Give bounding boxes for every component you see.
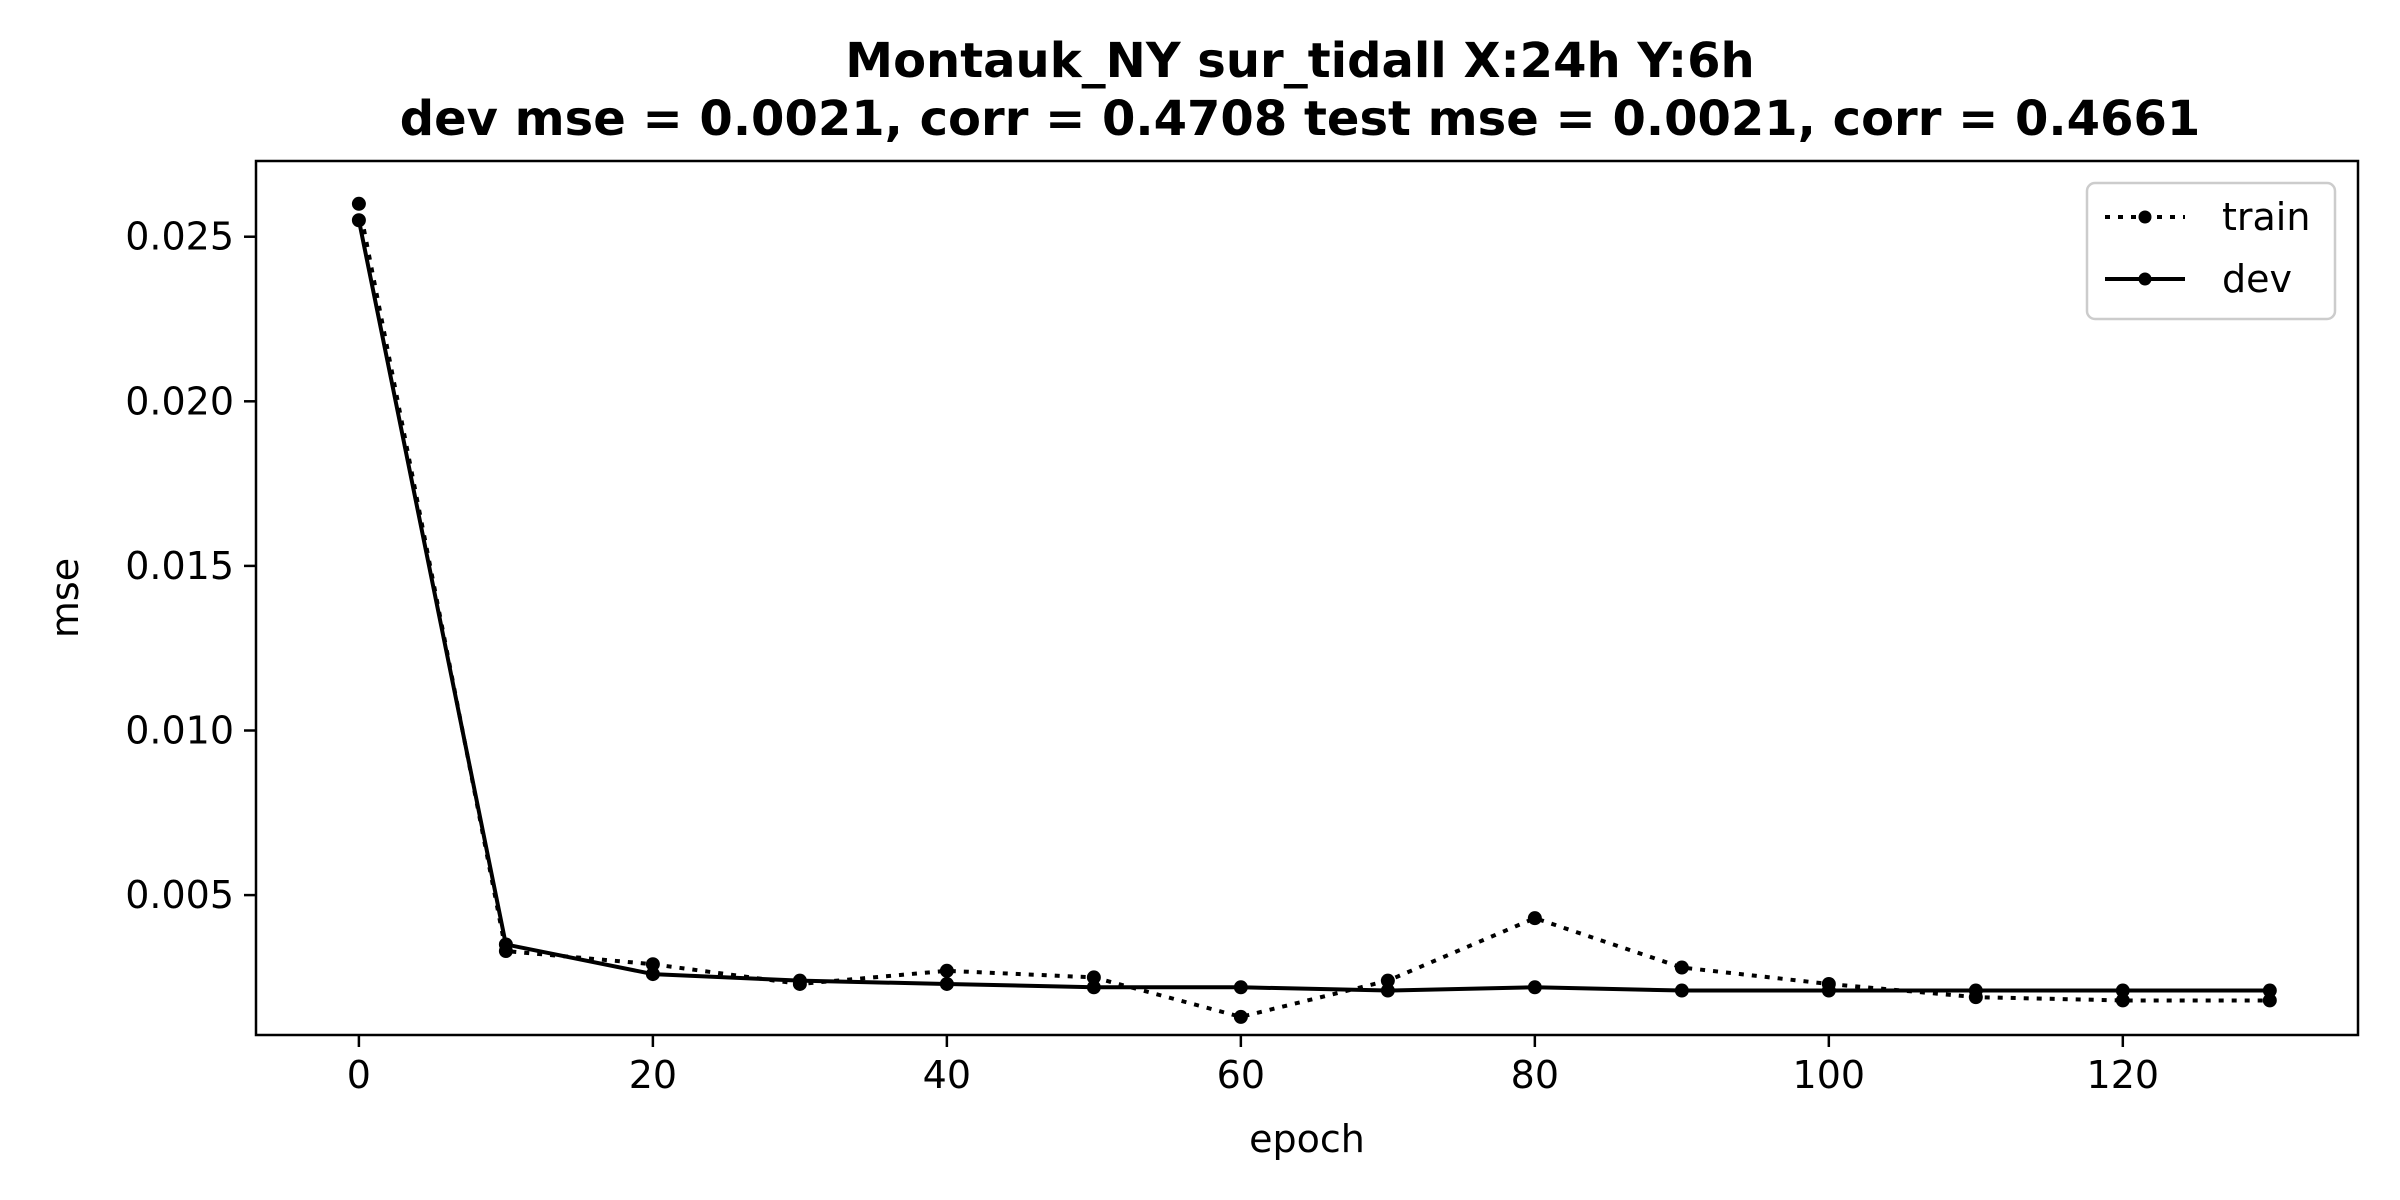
x-tick-label: 100 xyxy=(1793,1053,1866,1097)
y-axis: 0.005 0.010 0.015 0.020 0.025 xyxy=(125,215,256,917)
data-point-dev xyxy=(1233,980,1248,995)
data-point-train xyxy=(351,196,366,211)
data-point-dev xyxy=(2115,983,2130,998)
data-point-dev xyxy=(1527,980,1542,995)
data-point-dev xyxy=(939,976,954,991)
data-point-dev xyxy=(1821,983,1836,998)
x-tick-label: 60 xyxy=(1217,1053,1265,1097)
data-point-dev xyxy=(351,213,366,228)
data-point-dev xyxy=(498,937,513,952)
data-point-dev xyxy=(1086,980,1101,995)
data-point-train xyxy=(645,957,660,972)
series-line-train xyxy=(356,203,2270,1019)
chart-title: Montauk_NY sur_tidall X:24h Y:6h xyxy=(845,33,1754,89)
data-point-train xyxy=(1086,970,1101,985)
data-point-dev xyxy=(1968,983,1983,998)
y-tick-label: 0.015 xyxy=(125,544,234,588)
x-axis: 0 20 40 60 80 100 120 xyxy=(347,1035,2159,1097)
data-point-train xyxy=(1233,1009,1248,1024)
data-point-train xyxy=(1380,973,1395,988)
data-point-train xyxy=(939,963,954,978)
y-tick-label: 0.005 xyxy=(125,873,234,917)
legend-dev-marker xyxy=(2138,272,2152,286)
x-tick-label: 40 xyxy=(923,1053,971,1097)
legend-train-label: train xyxy=(2222,195,2310,239)
y-tick-label: 0.020 xyxy=(125,379,234,423)
x-tick-label: 120 xyxy=(2087,1053,2160,1097)
data-point-dev xyxy=(1674,983,1689,998)
data-point-train xyxy=(1674,960,1689,975)
data-point-train xyxy=(2115,993,2130,1008)
y-tick-label: 0.010 xyxy=(125,708,234,752)
x-axis-label: epoch xyxy=(1249,1117,1365,1161)
data-point-dev xyxy=(792,973,807,988)
legend-dev-label: dev xyxy=(2222,257,2292,301)
data-point-train xyxy=(2262,993,2277,1008)
legend: train dev xyxy=(2085,181,2337,321)
x-tick-label: 20 xyxy=(629,1053,677,1097)
series-line-dev xyxy=(356,219,2270,993)
data-point-dev xyxy=(2262,983,2277,998)
x-tick-label: 0 xyxy=(347,1053,371,1097)
y-axis-label: mse xyxy=(43,558,87,638)
data-point-dev xyxy=(1380,983,1395,998)
chart-subtitle: dev mse = 0.0021, corr = 0.4708 test mse… xyxy=(400,91,2201,147)
legend-train-marker xyxy=(2138,210,2152,224)
data-point-train xyxy=(1527,911,1542,926)
data-point-dev xyxy=(645,967,660,982)
y-tick-label: 0.025 xyxy=(125,215,234,259)
x-tick-label: 80 xyxy=(1511,1053,1559,1097)
plot-area xyxy=(351,196,2277,1024)
plot-frame xyxy=(254,159,2360,1037)
